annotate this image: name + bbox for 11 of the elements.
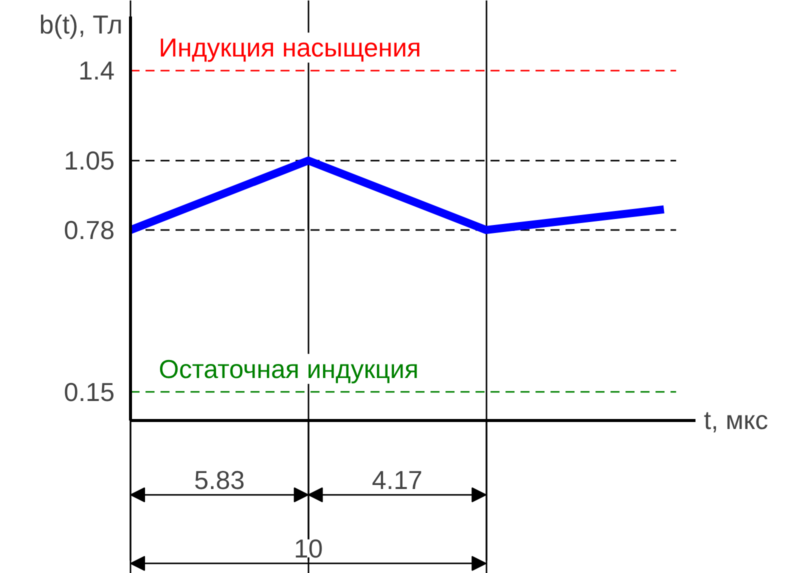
ref-line-label: Индукция насыщения xyxy=(158,32,422,63)
y-axis-title: b(t), Тл xyxy=(39,10,123,40)
y-tick-label: 0.15 xyxy=(64,376,115,407)
x-axis-title: t, мкс xyxy=(704,405,768,436)
text: 4.17 xyxy=(372,464,423,495)
y-tick-label: 1.05 xyxy=(64,146,115,176)
ref-line-label: Остаточная индукция xyxy=(158,354,419,384)
y-tick-label: 1.4 xyxy=(78,56,115,86)
text: 5.83 xyxy=(194,464,245,495)
text: 10 xyxy=(294,533,323,564)
y-tick-label: 0.78 xyxy=(64,214,115,245)
